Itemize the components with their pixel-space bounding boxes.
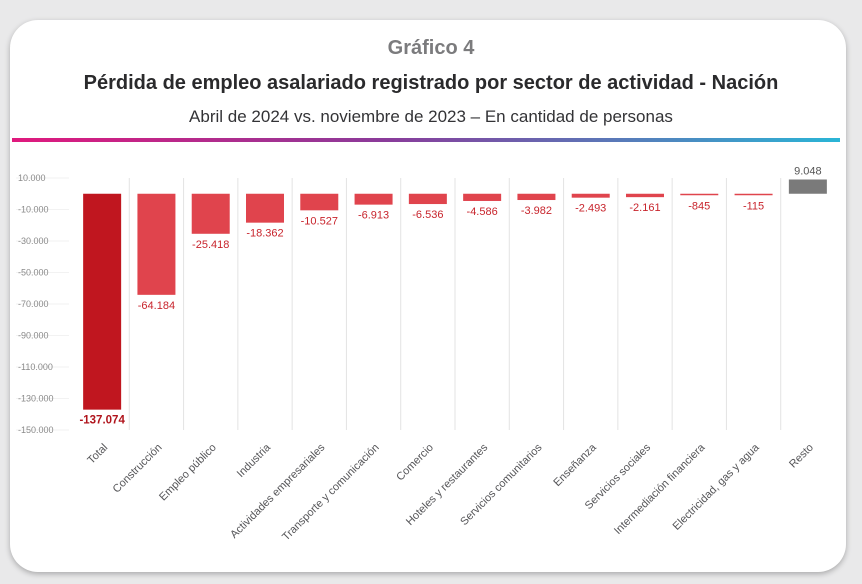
- bar: [191, 193, 230, 234]
- figure-label: Gráfico 4: [387, 37, 475, 59]
- bar: [626, 193, 664, 198]
- y-tick-label: -110.000: [18, 362, 53, 372]
- x-category-label: Resto: [787, 442, 816, 471]
- bar: [408, 193, 447, 205]
- chart-title: Pérdida de empleo asalariado registrado …: [83, 72, 779, 94]
- y-tick-label: -130.000: [18, 394, 54, 404]
- data-label: -18.362: [246, 228, 283, 240]
- x-category-label: Comercio: [394, 442, 436, 484]
- data-label: -6.913: [358, 210, 389, 222]
- data-label: -25.418: [192, 239, 229, 251]
- data-label: -137.074: [79, 415, 125, 427]
- bar: [246, 193, 284, 223]
- data-label: -10.527: [301, 215, 338, 227]
- data-label: 9.048: [794, 165, 822, 177]
- x-category-label: Enseñanza: [551, 441, 599, 489]
- chart-card: [10, 20, 846, 572]
- bar: [680, 193, 719, 196]
- bar: [571, 193, 610, 198]
- bar: [83, 193, 122, 410]
- bar: [788, 179, 827, 194]
- x-category-label: Intermediación financiera: [612, 441, 708, 537]
- y-tick-label: -150.000: [18, 425, 54, 435]
- x-category-label: Actividades empresariales: [228, 441, 328, 541]
- y-tick-label: -30.000: [18, 236, 49, 246]
- data-label: -2.493: [575, 203, 606, 215]
- y-tick-label: 10.000: [18, 173, 46, 183]
- bar: [300, 193, 339, 211]
- data-label: -64.184: [138, 300, 175, 312]
- x-category-label: Construcción: [111, 442, 165, 496]
- bar: [463, 193, 502, 201]
- bar: [137, 193, 176, 295]
- bar: [517, 193, 556, 201]
- bar: [734, 193, 773, 196]
- y-tick-label: -10.000: [18, 205, 49, 215]
- data-label: -2.161: [629, 202, 660, 214]
- title-gradient-rule: [12, 138, 840, 142]
- data-label: -6.536: [412, 209, 443, 221]
- x-category-label: Transporte y comunicación: [280, 442, 382, 544]
- data-label: -845: [688, 200, 710, 212]
- y-tick-label: -90.000: [18, 331, 49, 341]
- x-category-label: Total: [85, 442, 110, 467]
- data-label: -4.586: [467, 206, 498, 218]
- data-label: -115: [743, 200, 764, 212]
- chart-subtitle: Abril de 2024 vs. noviembre de 2023 – En…: [189, 107, 673, 126]
- bar: [354, 193, 393, 205]
- x-category-label: Electricidad, gas y agua: [671, 441, 763, 533]
- y-tick-label: -70.000: [18, 299, 49, 309]
- x-category-label: Industria: [235, 441, 274, 480]
- data-label: -3.982: [521, 205, 552, 217]
- x-category-label: Empleo público: [157, 442, 219, 504]
- y-tick-label: -50.000: [18, 268, 49, 278]
